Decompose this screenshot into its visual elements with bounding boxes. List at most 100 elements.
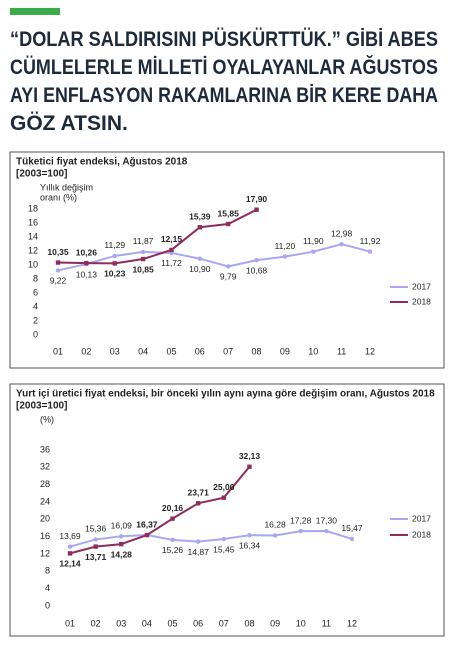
y-tick-label: 16 [40, 531, 50, 541]
data-label: 17,90 [246, 194, 268, 204]
y-tick-label: 24 [40, 496, 50, 506]
point [349, 536, 355, 542]
y-tick-label: 28 [40, 479, 50, 489]
series-line [69, 466, 251, 555]
legend-label: 2018 [412, 296, 431, 306]
point [247, 464, 252, 469]
point [112, 253, 117, 259]
y-tick-label: 6 [33, 287, 38, 297]
data-label: 11,72 [161, 258, 182, 268]
point [282, 254, 288, 259]
point [221, 495, 227, 500]
y-tick-label: 8 [33, 273, 38, 283]
x-tick-label: 09 [270, 618, 280, 628]
y-tick-label: 2 [33, 315, 38, 325]
point [55, 268, 61, 273]
point [67, 544, 73, 549]
data-label: 15,85 [218, 208, 240, 218]
y-tick-label: 10 [28, 259, 38, 269]
data-label: 12,15 [161, 234, 183, 244]
y-tick-label: 0 [33, 329, 38, 339]
point [140, 249, 146, 255]
x-tick-label: 11 [322, 618, 331, 628]
data-label: 11,92 [360, 236, 381, 246]
x-tick-label: 05 [168, 618, 178, 628]
data-label: 14,28 [111, 549, 133, 559]
chart-subtitle: [2003=100] [16, 169, 67, 180]
chart-subtitle: [2003=100] [16, 401, 67, 412]
x-tick-label: 02 [91, 618, 101, 628]
data-label: 15,26 [162, 545, 184, 555]
x-tick-label: 05 [166, 346, 176, 356]
data-label: 32,13 [239, 451, 261, 461]
legend-label: 2017 [412, 513, 431, 523]
data-label: 16,28 [264, 520, 286, 530]
y-tick-label: 18 [28, 203, 38, 213]
x-tick-label: 03 [110, 346, 120, 356]
data-label: 17,28 [290, 515, 312, 525]
point [140, 256, 146, 262]
x-tick-label: 04 [142, 618, 152, 628]
point [84, 260, 89, 266]
data-label: 11,20 [275, 241, 296, 251]
x-tick-label: 10 [296, 618, 306, 628]
y-tick-label: 20 [40, 514, 50, 524]
point [93, 537, 98, 542]
x-tick-label: 07 [219, 618, 229, 628]
x-tick-label: 10 [308, 346, 318, 356]
y-tick-label: 4 [33, 301, 38, 311]
data-label: 11,87 [133, 236, 154, 246]
x-tick-label: 01 [65, 618, 75, 628]
point [67, 551, 73, 556]
data-label: 16,37 [136, 519, 158, 529]
series-line [69, 530, 353, 548]
data-label: 15,36 [85, 524, 107, 534]
point [170, 516, 175, 521]
data-label: 9,22 [50, 276, 67, 286]
data-label: 15,39 [189, 212, 211, 222]
data-label: 10,13 [76, 269, 98, 279]
data-label: 16,09 [111, 521, 133, 531]
data-label: 13,71 [85, 552, 107, 562]
data-label: 10,90 [189, 264, 211, 274]
chart-title: Yurt içi üretici fiyat endeksi, bir önce… [16, 389, 435, 400]
data-label: 10,23 [104, 269, 126, 279]
y-tick-label: 36 [40, 444, 50, 454]
x-tick-label: 04 [138, 346, 148, 356]
series-line [57, 243, 371, 272]
point [324, 528, 329, 534]
y-tick-label: 14 [28, 231, 38, 241]
data-label: 12,14 [59, 559, 81, 569]
point [247, 532, 252, 538]
data-label: 10,26 [76, 247, 98, 257]
y-axis-label: Yıllık değişim [40, 182, 93, 192]
x-tick-label: 06 [193, 618, 203, 628]
x-tick-label: 07 [223, 346, 233, 356]
point [119, 534, 124, 539]
point [339, 241, 344, 247]
y-tick-label: 0 [45, 600, 50, 610]
point [367, 249, 373, 254]
data-label: 13,69 [59, 531, 81, 541]
data-label: 15,47 [341, 523, 363, 533]
accent-bar [10, 8, 60, 15]
headline-line: AYI ENFLASYON RAKAMLARINA BİR KERE DAHA [10, 84, 438, 107]
legend-label: 2018 [412, 529, 431, 539]
y-tick-label: 16 [28, 217, 38, 227]
point [298, 528, 303, 534]
headline-line: GÖZ ATSIN. [10, 112, 128, 135]
data-label: 15,45 [213, 544, 235, 554]
y-axis-label: (%) [40, 414, 54, 424]
point [119, 541, 124, 547]
data-label: 14,87 [188, 547, 210, 557]
series-line [57, 208, 257, 265]
data-label: 12,98 [331, 228, 353, 238]
y-tick-label: 12 [28, 245, 38, 255]
point [169, 247, 174, 253]
y-tick-label: 12 [40, 548, 50, 558]
chart-frame [9, 151, 445, 369]
data-label: 10,85 [132, 264, 154, 274]
x-tick-label: 11 [337, 346, 346, 356]
point [112, 261, 117, 266]
